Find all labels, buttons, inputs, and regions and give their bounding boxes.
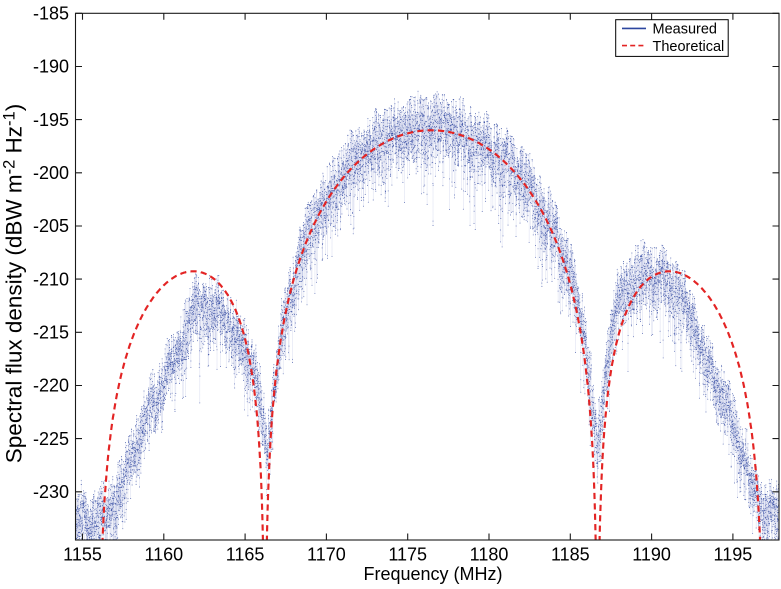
svg-text:1175: 1175 [388,545,427,565]
svg-text:Frequency (MHz): Frequency (MHz) [363,564,502,584]
svg-text:1155: 1155 [63,545,102,565]
svg-text:-200: -200 [33,163,69,183]
svg-text:1185: 1185 [551,545,590,565]
svg-text:-195: -195 [33,110,69,130]
svg-text:-215: -215 [33,323,69,343]
svg-text:1195: 1195 [714,545,753,565]
svg-text:Theoretical: Theoretical [653,39,725,55]
svg-text:-210: -210 [33,269,69,289]
svg-text:-190: -190 [33,57,69,77]
svg-text:Spectral flux density (dBW m-2: Spectral flux density (dBW m-2 Hz-1) [1,104,27,463]
svg-text:1160: 1160 [144,545,183,565]
svg-text:Measured: Measured [653,22,717,38]
svg-text:-205: -205 [33,216,69,236]
svg-text:-225: -225 [33,429,69,449]
svg-text:1180: 1180 [470,545,509,565]
svg-text:-220: -220 [33,376,69,396]
svg-text:1165: 1165 [226,545,265,565]
svg-text:1190: 1190 [632,545,671,565]
svg-text:-230: -230 [33,482,69,502]
svg-text:1170: 1170 [307,545,346,565]
svg-text:-185: -185 [33,4,69,24]
